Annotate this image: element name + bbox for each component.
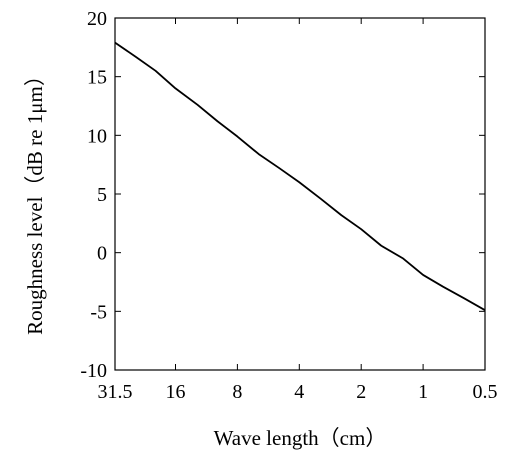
x-tick-label: 8: [232, 381, 242, 403]
y-axis-label: Roughness level（dB re 1μm）: [23, 65, 47, 335]
tick-marks: [114, 17, 486, 371]
y-tick-label: -10: [80, 360, 107, 382]
y-tick-label: 5: [97, 184, 107, 206]
tick-labels: 31.5 16 8 4 2 1 0.5 -10 -5 0 5 10 15 20: [80, 8, 497, 403]
y-tick-label: -5: [90, 301, 107, 323]
series-group: [114, 41, 486, 311]
x-tick-label: 2: [356, 381, 366, 403]
x-tick-label: 4: [294, 381, 304, 403]
y-tick-label: 15: [87, 67, 107, 89]
y-tick-label: 20: [87, 8, 107, 30]
y-tick-label: 10: [87, 125, 107, 147]
x-tick-label: 1: [418, 381, 428, 403]
x-tick-label: 31.5: [98, 381, 133, 403]
x-tick-label: 0.5: [473, 381, 498, 403]
x-tick-label: 16: [165, 381, 185, 403]
x-axis-label: Wave length（cm）: [214, 426, 387, 450]
series-line: [114, 41, 486, 311]
y-tick-label: 0: [97, 243, 107, 265]
plot-frame: [114, 17, 486, 371]
